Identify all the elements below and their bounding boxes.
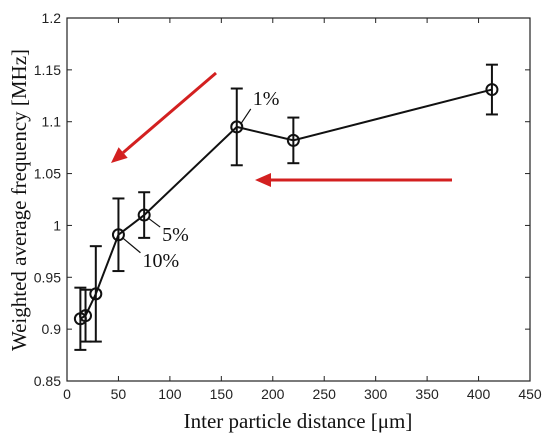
data-point [111,228,125,242]
annotation-label: 5% [162,224,189,246]
data-point [286,133,300,147]
x-axis-title: Inter particle distance [μm] [184,409,413,433]
annotation-label: 10% [142,250,179,272]
y-tick-label: 0.85 [34,373,61,389]
x-tick-label: 450 [518,386,542,402]
x-tick-label: 50 [111,386,127,402]
annotation-leader [122,237,141,254]
tick-marks [66,17,531,382]
x-tick-label: 150 [210,386,234,402]
arrow-horizontal [255,173,452,187]
x-tick-label: 0 [63,386,71,402]
y-tick-label: 0.95 [34,269,61,285]
annotation: 5% [147,217,189,246]
y-tick-label: 1.2 [42,10,62,26]
plot-frame [66,17,531,382]
data-point [79,309,93,323]
x-tick-label: 300 [364,386,388,402]
series-line [79,88,493,320]
annotation-leader [147,217,161,228]
arrow-diagonal-shaft [122,71,217,154]
x-tick-label: 400 [467,386,491,402]
data-point [485,83,499,97]
arrows [111,71,452,187]
annotation: 1% [240,88,280,125]
error-bar [485,63,498,116]
data-markers [73,83,499,326]
y-tick-label: 1.15 [34,62,61,78]
x-tick-label: 250 [313,386,337,402]
arrow-diagonal [111,71,217,163]
data-point [230,120,244,134]
arrow-horizontal-head [255,173,271,187]
data-point [137,208,151,222]
annotations: 1% 5% 10% [122,88,279,272]
x-tick-label: 200 [261,386,285,402]
annotation-leader [240,108,252,125]
y-tick-label: 1.05 [34,166,61,182]
error-bars [74,63,498,351]
annotation: 10% [122,237,179,272]
data-point [89,287,103,301]
x-tick-label: 100 [158,386,182,402]
y-axis-title: Weighted average frequency [MHz] [7,49,31,351]
arrow-diagonal-head [111,147,128,163]
tick-labels: 0 50 100 150 200 250 300 350 400 450 0.85 0.9 0.95 1 1… [34,10,542,402]
y-tick-label: 0.9 [42,321,62,337]
x-tick-label: 350 [415,386,439,402]
y-tick-label: 1 [53,217,61,233]
y-tick-label: 1.1 [42,114,62,130]
annotation-label: 1% [253,88,280,110]
